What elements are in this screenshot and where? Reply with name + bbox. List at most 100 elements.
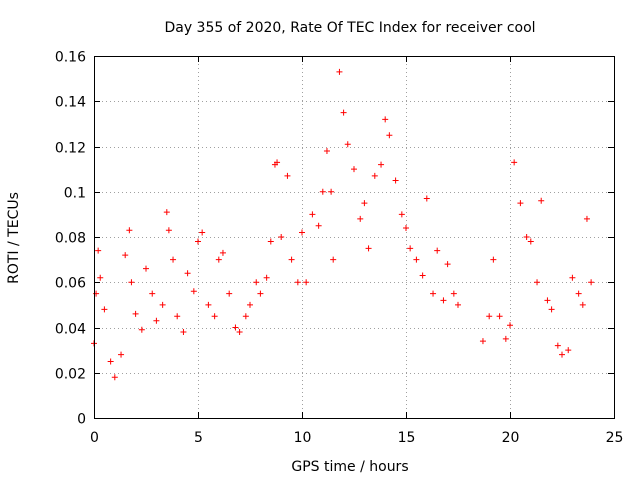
y-tick-label: 0.06	[55, 276, 86, 292]
data-point	[455, 301, 461, 308]
x-tick-label: 0	[90, 430, 99, 446]
x-tick-label: 25	[606, 430, 624, 446]
data-point	[267, 238, 274, 245]
data-point	[180, 329, 187, 336]
data-point	[365, 245, 372, 252]
data-point	[382, 116, 389, 123]
data-point	[548, 306, 555, 313]
y-tick-label: 0.04	[55, 322, 86, 338]
data-point	[344, 141, 351, 148]
data-point	[163, 209, 170, 216]
grid	[94, 56, 614, 418]
data-point	[184, 270, 191, 277]
data-point	[507, 322, 513, 329]
data-point	[351, 166, 357, 173]
data-point	[569, 274, 576, 281]
data-point	[523, 234, 530, 240]
data-point	[242, 313, 249, 320]
x-tick-label: 20	[502, 430, 520, 446]
data-point	[111, 374, 118, 381]
data-point	[226, 290, 233, 297]
data-point	[423, 195, 430, 202]
data-point	[132, 310, 139, 317]
chart-title: Day 355 of 2020, Rate Of TEC Index for r…	[164, 20, 535, 36]
data-point	[575, 290, 582, 297]
y-tick-label: 0.1	[64, 186, 86, 202]
data-point	[138, 326, 145, 333]
data-point	[236, 329, 243, 336]
data-point	[361, 200, 368, 207]
x-axis-label: GPS time / hours	[291, 459, 408, 475]
y-tick-label: 0.02	[55, 367, 86, 383]
data-point	[559, 351, 565, 358]
data-point	[340, 109, 347, 116]
x-tick-label: 5	[194, 430, 203, 446]
data-point	[274, 159, 281, 166]
data-point	[554, 342, 561, 349]
data-point	[534, 279, 541, 286]
data-point	[309, 211, 316, 218]
data-point	[174, 313, 181, 320]
data-point	[565, 347, 572, 354]
data-point	[315, 222, 322, 229]
data-point	[579, 301, 586, 308]
data-point	[336, 68, 343, 75]
data-point	[440, 297, 447, 304]
data-point	[502, 335, 509, 342]
data-point	[511, 159, 518, 166]
data-point	[378, 161, 385, 168]
data-point	[118, 351, 125, 358]
data-point	[195, 238, 201, 245]
data-point	[122, 252, 129, 259]
data-point	[319, 188, 326, 195]
data-point	[583, 215, 590, 222]
data-point	[444, 261, 451, 268]
data-point	[371, 172, 378, 179]
x-tick-label: 10	[294, 430, 312, 446]
data-point	[143, 265, 149, 272]
data-point	[386, 132, 393, 139]
data-point	[328, 188, 335, 195]
data-point	[93, 290, 100, 297]
data-point	[128, 279, 135, 286]
data-point	[479, 338, 486, 345]
y-tick-label: 0.08	[55, 231, 86, 247]
data-point	[398, 211, 405, 218]
data-point	[107, 358, 114, 365]
data-point	[490, 256, 497, 263]
data-point	[496, 313, 503, 320]
data-point	[544, 297, 551, 304]
y-tick-label: 0	[77, 412, 86, 428]
data-point	[278, 234, 285, 240]
data-point	[288, 256, 295, 263]
data-point	[263, 274, 270, 281]
data-point	[153, 317, 160, 324]
data-point	[205, 301, 212, 308]
data-point	[211, 313, 218, 320]
y-axis-label: ROTI / TECUs	[6, 192, 22, 284]
data-point	[303, 279, 310, 286]
y-tick-label: 0.16	[55, 50, 86, 66]
axis-ticks: 0 0.02 0.04 0.06 0.08 0.1 0.12 0.14 0.16 0 5 10 15 20…	[55, 50, 624, 447]
data-point	[97, 274, 104, 281]
data-point	[199, 229, 206, 236]
data-point	[247, 301, 253, 308]
data-point	[170, 256, 177, 263]
data-point	[159, 301, 166, 308]
data-point	[450, 290, 457, 297]
data-point	[253, 279, 260, 286]
data-point	[392, 177, 399, 184]
data-point	[299, 229, 305, 236]
data-point	[430, 290, 437, 297]
data-point	[419, 272, 426, 279]
data-point	[126, 227, 133, 234]
data-point	[294, 279, 301, 286]
data-point	[588, 279, 595, 286]
data-point	[232, 324, 239, 331]
data-point	[149, 290, 156, 297]
data-point	[434, 247, 441, 254]
x-tick-label: 15	[398, 430, 416, 446]
y-tick-label: 0.12	[55, 141, 86, 157]
data-points	[91, 68, 595, 381]
data-point	[357, 215, 364, 222]
